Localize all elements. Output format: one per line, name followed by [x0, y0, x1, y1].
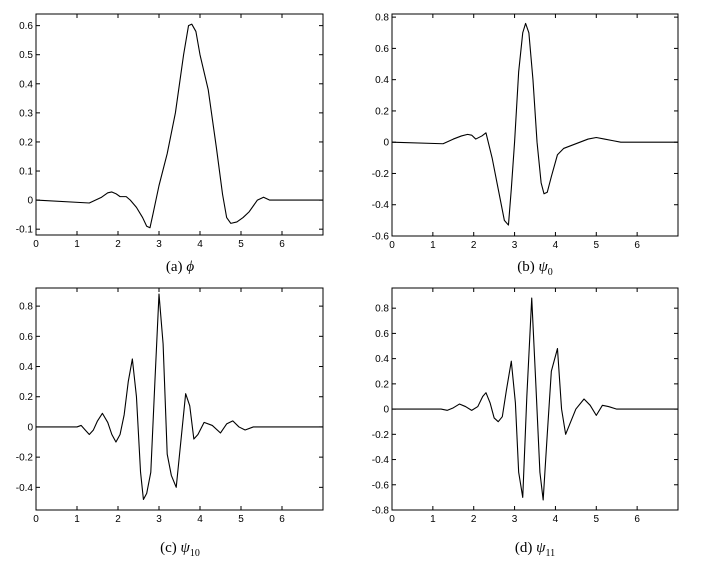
caption-symbol: ψ: [536, 540, 546, 556]
y-tick-label: 0.4: [19, 79, 33, 90]
x-tick-label: 3: [156, 239, 162, 250]
caption-symbol: ψ: [538, 259, 548, 275]
x-tick-label: 0: [389, 240, 395, 251]
y-tick-label: 0.6: [19, 332, 33, 343]
y-tick-label: 0.4: [375, 354, 389, 365]
panel-b: 0 1 2 3 4 5 6-0.6-0.4-0.200.20.40.60.8(b) ψ0: [372, 13, 679, 278]
panel-caption: (d) ψ11: [515, 540, 555, 559]
caption-prefix: (c): [160, 540, 180, 556]
x-tick-label: 0: [33, 514, 39, 525]
x-tick-label: 6: [634, 514, 640, 525]
x-tick-label: 2: [115, 239, 121, 250]
x-tick-label: 5: [594, 514, 600, 525]
x-tick-label: 4: [197, 239, 203, 250]
x-tick-label: 1: [430, 240, 436, 251]
x-tick-label: 5: [594, 240, 600, 251]
y-tick-label: -0.4: [372, 455, 390, 466]
x-tick-label: 0: [389, 514, 395, 525]
caption-prefix: (d): [515, 540, 536, 556]
y-tick-label: 0.6: [19, 21, 33, 32]
x-tick-label: 1: [430, 514, 436, 525]
x-tick-label: 4: [553, 514, 559, 525]
x-tick-label: 6: [634, 240, 640, 251]
y-tick-label: -0.8: [372, 506, 390, 517]
y-tick-label: -0.2: [372, 430, 390, 441]
y-tick-label: 0.8: [375, 13, 389, 24]
y-tick-label: -0.1: [16, 225, 34, 236]
series-line: [392, 297, 678, 501]
x-tick-label: 0: [33, 239, 39, 250]
panel-d: 0 1 2 3 4 5 6 -0.8 -0.6 -0.4 -0.2 0 0.2 0.4 0.6 0.8 (d) …: [372, 287, 679, 559]
y-tick-label: 0.5: [19, 50, 33, 61]
x-tick-label: 2: [471, 240, 477, 251]
panel-a: 0 1 2 3 4 5 6 -0.1 0 0.1 0.2 0.3 0.4 0.5 0.6 (a) ϕ: [16, 13, 324, 275]
y-tick-label: 0.2: [19, 137, 33, 148]
y-tick-label: -0.2: [16, 453, 34, 464]
x-tick-label: 1: [74, 514, 80, 525]
y-tick-label: -0.4: [16, 483, 34, 494]
x-tick-label: 3: [512, 240, 518, 251]
y-tick-label: 0: [27, 422, 33, 433]
caption-subscript: 10: [190, 548, 200, 559]
series-line: [35, 23, 323, 229]
y-tick-label: 0: [383, 138, 389, 149]
x-tick-label: 3: [156, 514, 162, 525]
series-line: [36, 293, 323, 500]
caption-symbol: ψ: [181, 540, 191, 556]
x-tick-label: 1: [74, 239, 80, 250]
panel-caption: (c) ψ10: [160, 540, 200, 559]
caption-subscript: 11: [545, 548, 555, 559]
y-tick-label: -0.6: [372, 480, 390, 491]
panel-caption: (a) ϕ: [166, 259, 194, 275]
y-tick-label: 0.2: [375, 106, 389, 117]
y-tick-label: 0.4: [19, 362, 33, 373]
y-tick-label: 0.6: [375, 329, 389, 340]
y-tick-label: 0.8: [375, 304, 389, 315]
y-tick-label: 0.1: [19, 167, 33, 178]
y-tick-label: 0.4: [375, 75, 389, 86]
x-tick-label: 5: [238, 239, 244, 250]
x-tick-label: 6: [279, 514, 285, 525]
y-tick-label: 0.2: [19, 392, 33, 403]
x-tick-label: 3: [512, 514, 518, 525]
plot-frame: [391, 13, 679, 237]
y-tick-label: 0: [383, 405, 389, 416]
caption-prefix: (b): [517, 259, 538, 275]
series-line: [391, 22, 678, 226]
caption-subscript: 0: [548, 267, 553, 278]
y-tick-label: 0.3: [19, 108, 33, 119]
x-tick-label: 4: [553, 240, 559, 251]
y-tick-label: 0.2: [375, 379, 389, 390]
caption-prefix: (a): [166, 259, 186, 275]
panel-caption: (b) ψ0: [517, 259, 553, 278]
x-tick-label: 2: [471, 514, 477, 525]
y-tick-label: 0.8: [19, 302, 33, 313]
plot-frame: [391, 287, 679, 511]
panel-c: 0 1 2 3 4 5 6 -0.4 -0.2 0 0.2 0.4 0.6 0.8 (c) ψ10: [16, 287, 324, 559]
plot-frame: [35, 13, 324, 236]
y-tick-label: -0.6: [372, 232, 390, 243]
x-tick-label: 6: [279, 239, 285, 250]
x-tick-label: 5: [238, 514, 244, 525]
x-tick-label: 2: [115, 514, 121, 525]
y-tick-label: 0.6: [375, 44, 389, 55]
caption-symbol: ϕ: [186, 259, 194, 275]
y-tick-label: 0: [27, 196, 33, 207]
y-tick-label: -0.2: [372, 169, 390, 180]
x-tick-label: 4: [197, 514, 203, 525]
y-tick-label: -0.4: [372, 200, 390, 211]
plot-frame: [35, 287, 324, 511]
